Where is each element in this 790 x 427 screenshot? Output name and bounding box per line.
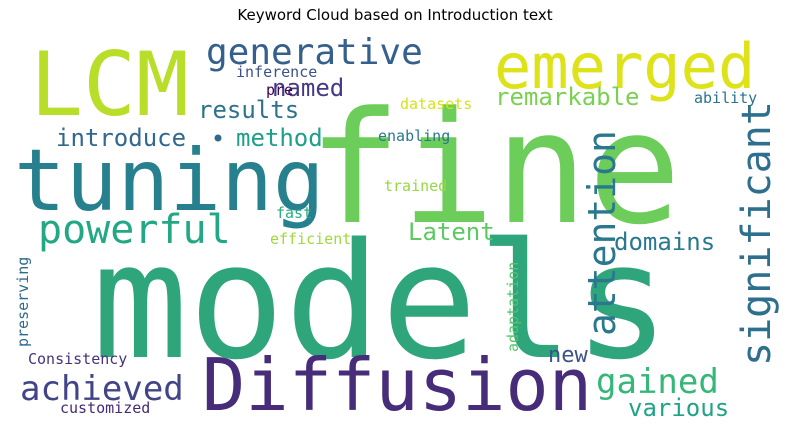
word-various: various (628, 394, 729, 422)
word-generative: generative (206, 32, 423, 73)
word-preserving: preserving (14, 257, 32, 347)
word-fast: fast (276, 204, 312, 222)
word-gained: gained (596, 362, 719, 402)
word-domains: domains (614, 228, 715, 256)
separator-dot (214, 134, 222, 142)
word-adaptation: adaptation (504, 262, 522, 352)
chart-title: Keyword Cloud based on Introduction text (237, 6, 553, 24)
word-enabling: enabling (378, 127, 450, 145)
word-consistency: Consistency (28, 350, 127, 368)
word-emerged: emerged (494, 30, 755, 103)
word-lcm: LCM (30, 33, 189, 136)
word-powerful: powerful (38, 207, 231, 253)
word-efficient: efficient (270, 230, 351, 248)
word-customized: customized (60, 399, 150, 417)
word-remarkable: remarkable (495, 83, 640, 111)
word-ability: ability (694, 89, 757, 107)
word-trained: trained (384, 177, 447, 195)
word-fine: fine (308, 78, 681, 259)
word-models: models (92, 208, 670, 395)
word-tuning: tuning (14, 131, 325, 231)
word-datasets: datasets (400, 95, 472, 113)
word-introduce: introduce (56, 124, 186, 152)
word-attention: attention (580, 130, 624, 336)
word-results: results (198, 96, 299, 124)
word-significant: significant (734, 101, 780, 366)
word-method: method (236, 124, 323, 152)
word-named: named (272, 74, 344, 102)
word-diffusion: Diffusion (202, 343, 592, 427)
word-new: new (548, 343, 588, 368)
word-achieved: achieved (20, 369, 184, 409)
word-latent: Latent (408, 218, 495, 246)
word-pre: pre (266, 81, 293, 99)
word-inference: inference (236, 63, 317, 81)
